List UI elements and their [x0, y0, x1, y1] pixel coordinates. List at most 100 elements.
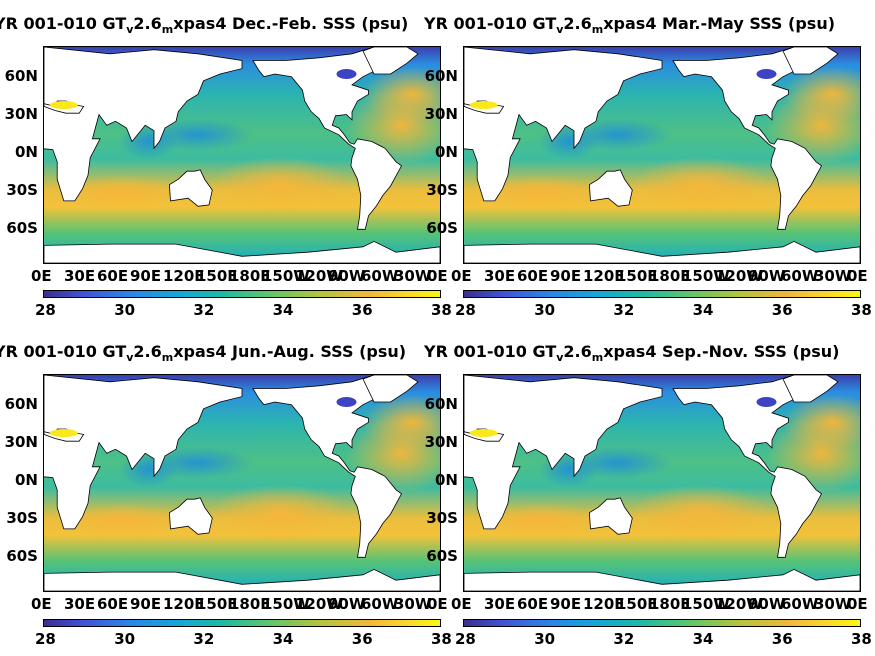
colorbar-tick-label: 36 — [771, 301, 793, 319]
colorbar-tick-label: 28 — [35, 630, 56, 648]
colorbar-tick-label: 30 — [534, 301, 556, 319]
hudson-bay — [756, 397, 777, 407]
high-salinity-region — [782, 394, 860, 451]
lon-tick-label: 90E — [550, 267, 582, 285]
lat-tick-label: 60N — [4, 67, 38, 85]
greenland-land — [362, 47, 419, 75]
hudson-bay — [336, 397, 357, 407]
lon-tick-label: 60W — [361, 267, 399, 285]
australia-land — [588, 169, 633, 207]
lon-tick-label: 60E — [517, 267, 549, 285]
colorbar-tick-label: 38 — [851, 630, 872, 648]
lon-tick-label: 60W — [781, 267, 819, 285]
lon-tick-label: 150E — [616, 267, 658, 285]
greenland-land — [782, 47, 839, 75]
colorbar-tick-label: 34 — [272, 630, 294, 648]
lat-tick-label: 0N — [435, 471, 458, 489]
lat-tick-label: 30S — [426, 181, 458, 199]
lon-tick-label: 120E — [583, 595, 625, 613]
mediterranean-sea — [49, 101, 78, 110]
hudson-bay — [336, 69, 357, 79]
high-salinity-region — [210, 156, 351, 213]
lon-tick-label: 30W — [394, 267, 432, 285]
lon-tick-label: 0E — [451, 595, 472, 613]
lon-tick-label: 90W — [328, 267, 366, 285]
lon-tick-label: 150E — [196, 595, 238, 613]
lon-tick-label: 120E — [583, 267, 625, 285]
lon-tick-label: 0E — [31, 267, 52, 285]
lon-tick-label: 120W — [295, 595, 343, 613]
americas-land — [252, 375, 403, 558]
panel-title: YR 001-010 GTv2.6mxpas4 Sep.-Nov. SSS (p… — [424, 342, 840, 364]
colorbar-tick-label: 32 — [613, 301, 635, 319]
map-frame — [43, 374, 441, 592]
sss-map — [464, 47, 860, 263]
lon-tick-label: 90W — [748, 595, 786, 613]
lon-tick-label: 120W — [295, 267, 343, 285]
colorbar-tick-label: 34 — [692, 630, 714, 648]
colorbar-tick-label: 30 — [534, 630, 556, 648]
lat-tick-label: 0N — [435, 143, 458, 161]
high-salinity-region — [481, 174, 601, 211]
antarctica-land — [44, 240, 440, 263]
colorbar-tick-label: 30 — [114, 630, 136, 648]
colorbar-tick-label: 36 — [771, 630, 793, 648]
lat-tick-label: 60N — [424, 395, 458, 413]
lon-tick-label: 120W — [715, 595, 763, 613]
lon-tick-label: 90W — [328, 595, 366, 613]
lat-tick-label: 60N — [424, 67, 458, 85]
lat-tick-label: 60S — [426, 219, 458, 237]
greenland-land — [782, 375, 839, 403]
lon-tick-label: 90E — [130, 267, 162, 285]
lon-tick-label: 30E — [64, 595, 96, 613]
colorbar-tick-label: 36 — [351, 301, 373, 319]
sss-map — [44, 375, 440, 591]
lon-tick-label: 150E — [616, 595, 658, 613]
americas-land — [252, 47, 403, 230]
colorbar — [43, 619, 441, 627]
lat-tick-label: 0N — [15, 143, 38, 161]
lon-tick-label: 120E — [163, 595, 205, 613]
australia-land — [168, 169, 213, 207]
lat-tick-label: 60S — [6, 547, 38, 565]
map-frame — [43, 46, 441, 264]
sss-map — [464, 375, 860, 591]
map-panel-son: YR 001-010 GTv2.6mxpas4 Sep.-Nov. SSS (p… — [424, 328, 850, 648]
lat-tick-label: 60S — [426, 547, 458, 565]
mediterranean-sea — [49, 429, 78, 438]
lat-tick-label: 30S — [426, 509, 458, 527]
lon-tick-label: 90E — [550, 595, 582, 613]
high-salinity-region — [61, 174, 181, 211]
lat-tick-label: 0N — [15, 471, 38, 489]
lat-tick-label: 60N — [4, 395, 38, 413]
colorbar-tick-label: 36 — [351, 630, 373, 648]
colorbar-tick-label: 38 — [851, 301, 872, 319]
colorbar — [463, 290, 861, 298]
high-salinity-region — [362, 394, 440, 451]
sss-map — [44, 47, 440, 263]
lat-tick-label: 30N — [424, 433, 458, 451]
lon-tick-label: 0E — [427, 267, 448, 285]
lon-tick-label: 30W — [394, 595, 432, 613]
high-salinity-region — [481, 502, 601, 539]
lon-tick-label: 120W — [715, 267, 763, 285]
lon-tick-label: 30W — [814, 595, 852, 613]
lon-tick-label: 180E — [229, 595, 271, 613]
lon-tick-label: 150W — [682, 595, 730, 613]
lon-tick-label: 150W — [262, 595, 310, 613]
colorbar-tick-label: 32 — [193, 301, 215, 319]
australia-land — [588, 497, 633, 535]
lon-tick-label: 180E — [649, 267, 691, 285]
lon-tick-label: 60W — [781, 595, 819, 613]
high-salinity-region — [630, 484, 771, 541]
lon-tick-label: 0E — [31, 595, 52, 613]
lon-tick-label: 90E — [130, 595, 162, 613]
colorbar-tick-label: 38 — [431, 301, 452, 319]
high-salinity-region — [61, 502, 181, 539]
lat-tick-label: 30N — [4, 105, 38, 123]
lon-tick-label: 30E — [484, 595, 516, 613]
lon-tick-label: 30W — [814, 267, 852, 285]
colorbar-tick-label: 38 — [431, 630, 452, 648]
map-panel-mam: YR 001-010 GTv2.6mxpas4 Mar.-May SSS (ps… — [424, 0, 850, 320]
colorbar-tick-label: 34 — [692, 301, 714, 319]
